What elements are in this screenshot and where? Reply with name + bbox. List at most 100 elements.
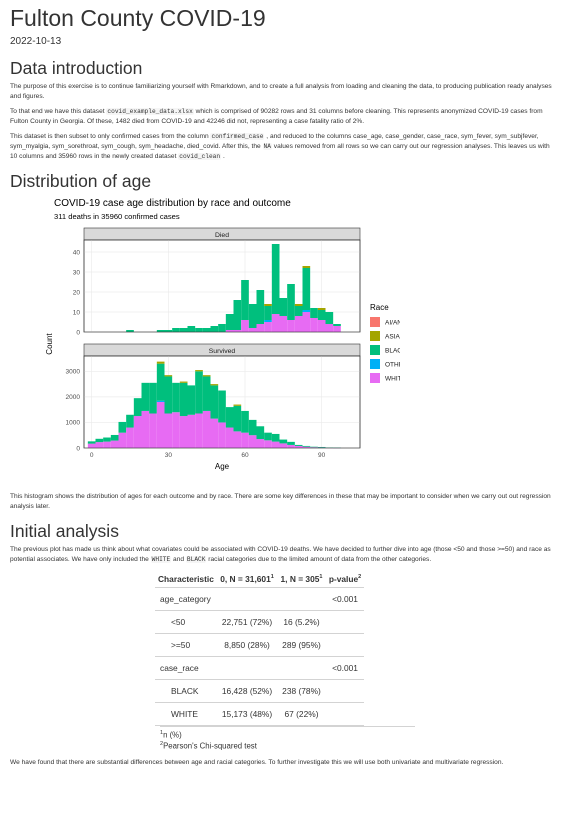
row-value-group-1 (277, 656, 326, 680)
bar-segment-black (95, 438, 104, 443)
bar-segment-other (156, 400, 165, 402)
row-value-group-0: 8,850 (28%) (216, 633, 278, 657)
facet-label: Survived (209, 348, 236, 355)
row-value-group-1 (277, 587, 326, 611)
age-distribution-figure: COVID-19 case age distribution by race a… (40, 192, 400, 492)
confirmed-case-code: confirmed_case (210, 133, 265, 140)
row-value-group-0: 15,173 (48%) (216, 702, 278, 726)
bar-segment-black (325, 312, 334, 324)
bar-segment-white (218, 422, 226, 448)
row-p-value (325, 610, 365, 634)
bar-segment-other (302, 310, 311, 312)
bar-segment-white (195, 413, 203, 448)
y-axis-title: Count (45, 333, 54, 355)
bar-segment-black (264, 306, 272, 320)
bar-segment-black (256, 426, 265, 440)
row-label: >=50 (155, 633, 217, 657)
table-footnotes: 1n (%) 2Pearson's Chi-squared test (160, 726, 415, 750)
chart-subtitle: 311 deaths in 35960 confirmed cases (54, 212, 180, 221)
bar-segment-black (279, 298, 288, 316)
bar-segment-asian (317, 308, 326, 310)
bar-segment-black (279, 439, 288, 444)
panel-border (83, 355, 361, 449)
bar-segment-white (279, 316, 288, 332)
bar-segment-black (179, 328, 188, 332)
row-label: BLACK (155, 679, 217, 703)
row-p-value (325, 633, 365, 657)
bar-segment-white (302, 312, 311, 332)
bar-segment-white (287, 320, 295, 332)
bar-segment-black (271, 244, 280, 314)
bar-segment-black (156, 363, 165, 401)
table-row: WHITE 15,173 (48%) 67 (22%) (155, 702, 365, 726)
bar-segment-asian (202, 375, 211, 377)
bar-segment-black (218, 390, 226, 423)
bar-segment-white (141, 410, 150, 448)
bar-segment-black (210, 385, 219, 419)
x-tick-label: 60 (241, 452, 249, 459)
histogram-description: This histogram shows the distribution of… (10, 493, 551, 510)
bar-segment-white (110, 440, 119, 448)
bar-segment-black (333, 324, 341, 326)
table-row: case_race <0.001 (155, 656, 365, 680)
page-title: Fulton County COVID-19 (10, 5, 266, 31)
bar-segment-other (264, 320, 272, 322)
bar-segment-white (225, 427, 234, 448)
bar-segment-black (241, 410, 249, 433)
bar-segment-white (233, 431, 242, 448)
bar-segment-black (172, 328, 180, 332)
bar-segment-black (87, 441, 96, 444)
dataset-filename-code: covid_example_data.xlsx (106, 108, 194, 115)
bar-segment-white (149, 413, 157, 448)
row-value-group-1: 16 (5.2%) (277, 610, 326, 634)
bar-segment-white (333, 326, 341, 332)
table-row: >=50 8,850 (28%) 289 (95%) (155, 633, 365, 657)
bar-segment-white (279, 443, 288, 448)
legend-label: ASIAN (385, 334, 400, 341)
y-tick-label: 2000 (66, 394, 81, 401)
na-code: NA (262, 143, 272, 150)
bar-segment-asian (179, 381, 188, 383)
bar-segment-white (133, 416, 142, 448)
bar-segment-black (248, 419, 257, 436)
y-tick-label: 10 (73, 309, 81, 316)
legend-label: WHITE (385, 376, 400, 383)
section-heading-initial-analysis: Initial analysis (10, 521, 119, 541)
footnote-2: 2Pearson's Chi-squared test (160, 740, 257, 751)
bar-segment-asian (233, 404, 242, 406)
bar-segment-asian (195, 370, 203, 372)
bar-segment-black (195, 328, 203, 332)
bar-segment-white (87, 443, 96, 448)
analysis-paragraph-2: We have found that there are substantial… (10, 759, 504, 767)
black-code: BLACK (185, 556, 207, 563)
bar-segment-white (256, 439, 265, 448)
bar-segment-black (110, 434, 119, 441)
legend-swatch-black (370, 345, 380, 355)
bar-segment-asian (164, 375, 173, 377)
intro-paragraph-2: To that end we have this dataset covid_e… (10, 108, 543, 125)
bar-segment-white (325, 324, 334, 332)
row-p-value (325, 679, 365, 703)
bar-segment-black (233, 300, 242, 330)
bar-segment-white (156, 402, 165, 448)
bar-segment-black (103, 437, 111, 442)
bar-segment-white (241, 320, 249, 332)
bar-segment-white (248, 435, 257, 448)
bar-segment-white (302, 446, 311, 448)
intro-paragraph-3: This dataset is then subset to only conf… (10, 133, 550, 160)
facet-label: Died (215, 232, 229, 239)
bar-segment-black (164, 330, 173, 332)
bar-segment-white (225, 330, 234, 332)
age-histogram-chart: COVID-19 case age distribution by race a… (45, 198, 400, 471)
y-tick-label: 1000 (66, 420, 81, 427)
summary-table: Characteristic 0, N = 31,6011 1, N = 305… (155, 571, 365, 726)
row-label: WHITE (155, 702, 217, 726)
bar-segment-white (95, 442, 104, 448)
bar-segment-black (225, 407, 234, 428)
row-value-group-0: 22,751 (72%) (216, 610, 278, 634)
row-p-value: <0.001 (325, 587, 365, 611)
bar-segment-white (233, 330, 242, 332)
y-tick-label: 30 (73, 269, 81, 276)
bar-segment-white (187, 414, 196, 448)
header-characteristic: Characteristic (155, 571, 217, 588)
